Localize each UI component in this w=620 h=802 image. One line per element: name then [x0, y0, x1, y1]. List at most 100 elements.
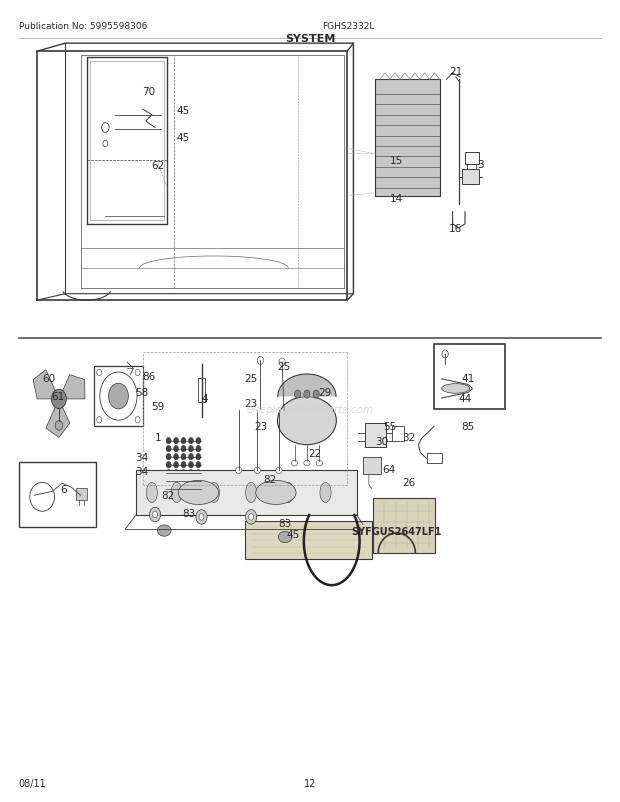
Text: 45: 45	[176, 133, 190, 143]
Text: 34: 34	[135, 452, 148, 462]
Text: SYSTEM: SYSTEM	[285, 34, 335, 43]
Circle shape	[108, 383, 128, 409]
Circle shape	[166, 478, 171, 484]
FancyBboxPatch shape	[363, 457, 381, 475]
Bar	[427, 454, 442, 464]
Circle shape	[97, 370, 102, 376]
Text: 16: 16	[449, 224, 463, 233]
Text: 45: 45	[176, 106, 190, 115]
Ellipse shape	[276, 468, 282, 474]
Text: 55: 55	[383, 422, 396, 431]
Text: 21: 21	[449, 67, 463, 77]
Text: 44: 44	[458, 394, 472, 403]
Text: 41: 41	[461, 374, 475, 383]
Circle shape	[257, 357, 264, 365]
Text: 3: 3	[477, 160, 484, 169]
Circle shape	[51, 390, 66, 409]
Circle shape	[97, 417, 102, 423]
Circle shape	[442, 350, 448, 358]
FancyBboxPatch shape	[434, 345, 505, 409]
Text: 25: 25	[277, 362, 291, 371]
Circle shape	[304, 391, 310, 399]
Circle shape	[196, 478, 201, 484]
Text: 58: 58	[135, 388, 148, 398]
Text: 30: 30	[374, 436, 388, 446]
Circle shape	[188, 486, 193, 492]
Circle shape	[100, 372, 137, 420]
Circle shape	[174, 462, 179, 468]
Circle shape	[246, 510, 257, 525]
Text: 6: 6	[60, 484, 66, 494]
Circle shape	[149, 508, 161, 522]
Text: eReplacementParts.com: eReplacementParts.com	[246, 404, 374, 414]
Ellipse shape	[254, 468, 260, 474]
Ellipse shape	[278, 397, 336, 445]
Circle shape	[196, 470, 201, 476]
FancyBboxPatch shape	[373, 499, 435, 553]
Bar	[462, 170, 479, 184]
Circle shape	[181, 478, 186, 484]
Circle shape	[313, 391, 319, 399]
FancyBboxPatch shape	[392, 427, 404, 441]
Circle shape	[188, 454, 193, 460]
Circle shape	[174, 454, 179, 460]
Circle shape	[166, 462, 171, 468]
Circle shape	[181, 470, 186, 476]
FancyBboxPatch shape	[375, 80, 440, 196]
Circle shape	[174, 478, 179, 484]
Text: 60: 60	[42, 374, 55, 383]
Text: 15: 15	[390, 156, 404, 165]
Circle shape	[153, 512, 157, 518]
Circle shape	[188, 438, 193, 444]
Text: 45: 45	[286, 529, 300, 539]
Ellipse shape	[246, 483, 257, 503]
Circle shape	[166, 470, 171, 476]
Text: 85: 85	[461, 422, 475, 431]
Ellipse shape	[208, 483, 219, 503]
Ellipse shape	[171, 483, 182, 503]
Ellipse shape	[146, 483, 157, 503]
Text: 23: 23	[254, 422, 267, 431]
Text: 22: 22	[308, 448, 322, 458]
Ellipse shape	[320, 483, 331, 503]
Text: 29: 29	[318, 388, 332, 398]
Circle shape	[196, 510, 207, 525]
Circle shape	[181, 462, 186, 468]
Circle shape	[196, 486, 201, 492]
Text: 83: 83	[278, 518, 292, 528]
Text: 86: 86	[142, 372, 156, 382]
Circle shape	[196, 438, 201, 444]
Circle shape	[174, 470, 179, 476]
Polygon shape	[33, 371, 59, 399]
Circle shape	[135, 370, 140, 376]
Bar	[198, 379, 205, 403]
Text: 25: 25	[244, 374, 258, 383]
Text: 82: 82	[161, 491, 174, 500]
FancyBboxPatch shape	[245, 521, 372, 560]
Ellipse shape	[316, 460, 322, 467]
Text: FGHS2332L: FGHS2332L	[322, 22, 374, 31]
Ellipse shape	[255, 480, 296, 505]
FancyBboxPatch shape	[94, 367, 143, 427]
Circle shape	[174, 446, 179, 452]
FancyBboxPatch shape	[136, 471, 356, 515]
Bar	[76, 488, 87, 500]
Circle shape	[166, 446, 171, 452]
Text: 12: 12	[304, 778, 316, 788]
Text: 82: 82	[263, 475, 277, 484]
Circle shape	[188, 470, 193, 476]
Circle shape	[174, 438, 179, 444]
Circle shape	[188, 462, 193, 468]
Polygon shape	[59, 375, 85, 399]
Circle shape	[181, 446, 186, 452]
Ellipse shape	[179, 480, 219, 505]
Circle shape	[102, 124, 109, 133]
Text: 61: 61	[51, 392, 64, 402]
Circle shape	[249, 514, 254, 520]
Ellipse shape	[283, 483, 294, 503]
Text: 1: 1	[155, 432, 161, 442]
Text: SYFGUS2647LF1: SYFGUS2647LF1	[352, 526, 442, 536]
Circle shape	[181, 486, 186, 492]
Ellipse shape	[278, 532, 292, 543]
Circle shape	[166, 486, 171, 492]
